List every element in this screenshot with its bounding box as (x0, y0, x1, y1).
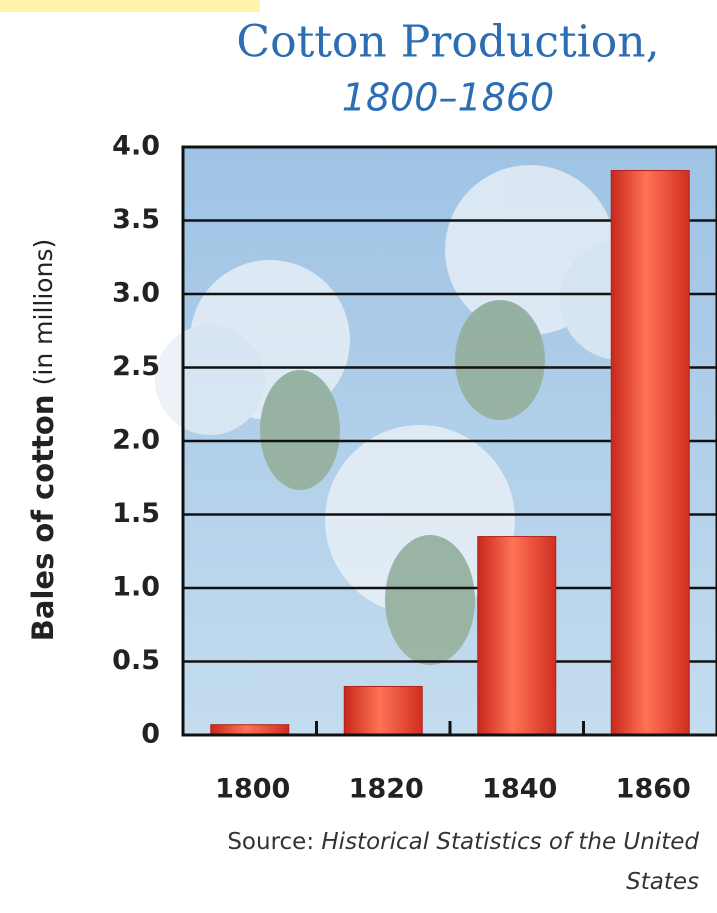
bar (610, 170, 690, 736)
chart-title: Cotton Production, (236, 17, 659, 68)
y-axis-label-unit: (in millions) (29, 239, 58, 386)
x-tick-label: 1800 (215, 774, 290, 805)
y-tick-label: 3.0 (112, 278, 160, 309)
x-tick-label: 1860 (616, 774, 691, 805)
chart-subtitle: 1800–1860 (342, 76, 554, 120)
y-tick-label: 2.0 (112, 425, 160, 456)
y-tick-label: 1.5 (112, 498, 160, 529)
source-label: Source: (227, 829, 315, 855)
y-axis-label: Bales of cotton (in millions) (26, 239, 60, 641)
highlight (0, 0, 260, 12)
source-note: Source: Historical Statistics of the Uni… (179, 822, 699, 902)
y-tick-label: 1.0 (112, 572, 160, 603)
y-tick-label: 2.5 (112, 351, 160, 382)
bar (210, 724, 290, 736)
x-tick-label: 1840 (482, 774, 557, 805)
bar (343, 685, 423, 736)
y-tick-label: 3.5 (112, 204, 160, 235)
source-text: Historical Statistics of the United Stat… (321, 829, 699, 895)
y-tick-label: 0.5 (112, 645, 160, 676)
y-tick-label: 0 (141, 719, 160, 750)
x-tick-label: 1820 (349, 774, 424, 805)
y-tick-label: 4.0 (112, 131, 160, 162)
bar (477, 536, 557, 736)
y-axis-label-main: Bales of cotton (26, 395, 60, 642)
